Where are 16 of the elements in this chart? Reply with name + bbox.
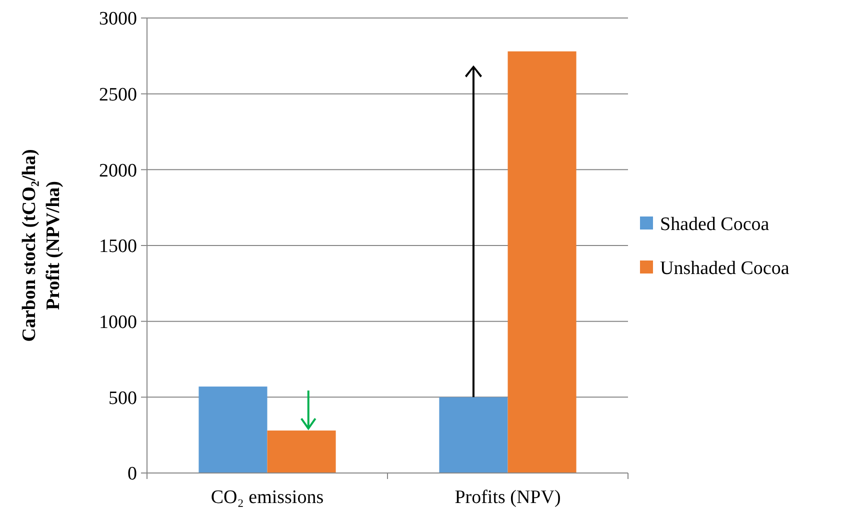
y-axis-title: Carbon stock (tCO₂/ha) Profit (NPV/ha) <box>19 149 64 342</box>
y-tick-label: 2500 <box>99 84 137 106</box>
bar <box>198 386 268 473</box>
legend-label: Shaded Cocoa <box>660 214 770 236</box>
bar <box>439 397 508 473</box>
bar <box>267 430 336 473</box>
y-tick-label: 3000 <box>99 8 137 30</box>
y-tick-label: 1000 <box>99 312 137 333</box>
y-tick-label: 0 <box>128 464 137 485</box>
x-tick-label: Profits (NPV) <box>454 487 561 508</box>
x-tick-label: CO₂ emissions <box>210 487 324 508</box>
legend-label: Unshaded Cocoa <box>660 258 790 280</box>
y-tick-label: 2000 <box>99 160 137 182</box>
y-tick-label: 1500 <box>99 236 137 258</box>
y-tick-label: 500 <box>108 388 137 409</box>
bar <box>508 51 576 473</box>
